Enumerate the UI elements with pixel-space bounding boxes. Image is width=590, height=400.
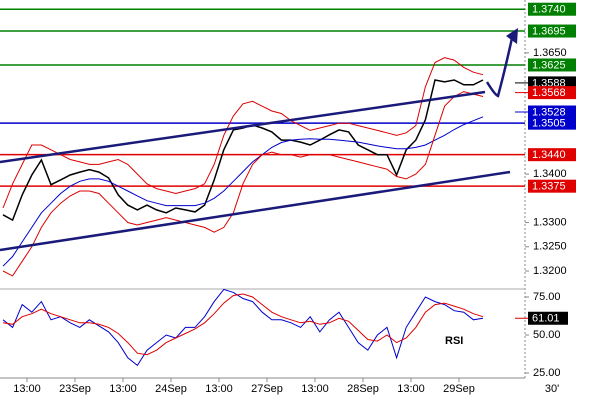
rsi-line xyxy=(2,288,484,367)
level-label: 1.3440 xyxy=(532,149,566,161)
level-label-box xyxy=(528,148,576,162)
trend-line xyxy=(0,170,511,252)
rsi-current-label: 61.01 xyxy=(532,313,560,325)
level-label-box xyxy=(528,24,576,38)
x-tick-label: 13:00 xyxy=(13,383,41,395)
x-tick-label: 13:00 xyxy=(205,383,233,395)
marker-label: 1.3568 xyxy=(532,87,566,99)
rsi-tick-label: 25.00 xyxy=(533,367,561,379)
x-tick-label: 13:00 xyxy=(301,383,329,395)
forecast-arrow xyxy=(485,37,514,98)
x-tick-label: 13:00 xyxy=(109,383,137,395)
x-tick-label: 27Sep xyxy=(251,383,283,395)
level-label: 1.3505 xyxy=(532,118,566,130)
trend-line xyxy=(0,90,486,164)
marker-box xyxy=(528,86,576,100)
price-line xyxy=(2,57,484,209)
rsi-current-box xyxy=(528,311,568,325)
plot-area xyxy=(0,8,525,367)
y-tick-label: 1.3400 xyxy=(533,168,567,180)
level-label: 1.3740 xyxy=(532,4,566,16)
level-label-box xyxy=(528,179,576,193)
x-tick-label: 24Sep xyxy=(155,383,187,395)
marker-box xyxy=(528,105,576,119)
rsi-label: RSI xyxy=(445,335,463,347)
y-tick-label: 1.3200 xyxy=(533,265,567,277)
y-tick-label: 1.3250 xyxy=(533,241,567,253)
marker-label: 1.3528 xyxy=(532,106,566,118)
y-tick-label: 1.3650 xyxy=(533,47,567,59)
level-label-box xyxy=(528,2,576,16)
rsi-line xyxy=(2,293,484,356)
rsi-tick-label: 75.00 xyxy=(533,291,561,303)
y-tick-label: 1.3300 xyxy=(533,216,567,228)
x-axis-note: 30' xyxy=(545,383,559,395)
x-tick-label: 23Sep xyxy=(59,383,91,395)
arrow-head xyxy=(506,28,518,44)
level-label: 1.3375 xyxy=(532,181,566,193)
price-line xyxy=(2,116,484,267)
x-tick-label: 29Sep xyxy=(443,383,475,395)
level-label: 1.3625 xyxy=(532,59,566,71)
level-label-box xyxy=(528,58,576,72)
rsi-tick-label: 50.00 xyxy=(533,329,561,341)
level-label: 1.3695 xyxy=(532,25,566,37)
level-label-box xyxy=(528,116,576,130)
x-tick-label: 13:00 xyxy=(397,383,425,395)
price-line xyxy=(2,91,484,277)
x-tick-label: 28Sep xyxy=(347,383,379,395)
